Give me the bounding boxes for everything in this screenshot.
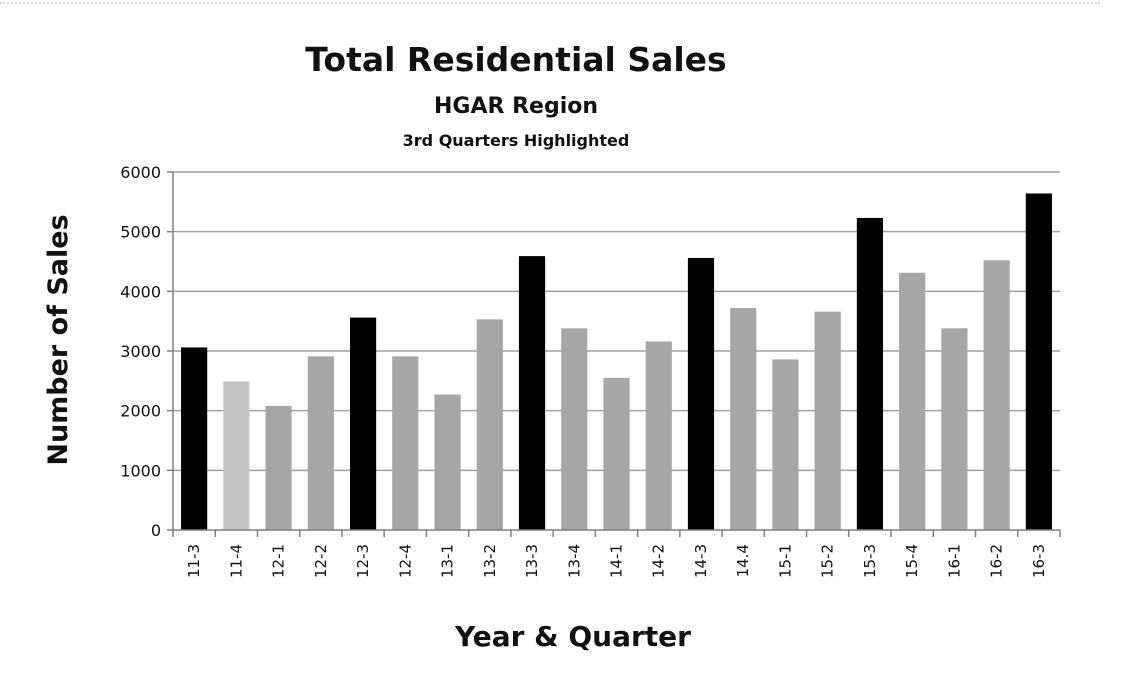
x-tick-label: 14-3 <box>692 544 710 578</box>
y-tick-label: 1000 <box>120 461 161 480</box>
x-tick-label: 12-4 <box>396 544 414 578</box>
bar-13-1 <box>434 394 461 530</box>
x-axis-label: Year & Quarter <box>454 620 691 653</box>
bar-12-4 <box>392 356 419 530</box>
chart-subtitle-highlight-note: 3rd Quarters Highlighted <box>402 131 630 150</box>
bar-16-3 <box>1025 193 1052 531</box>
y-tick-label: 2000 <box>120 402 161 421</box>
bars <box>181 193 1052 531</box>
bar-12-2 <box>307 356 334 530</box>
x-tick-label: 13-2 <box>481 544 499 578</box>
chart-subtitle: HGAR Region <box>433 94 599 119</box>
x-tick-label: 16-2 <box>988 544 1006 578</box>
x-tick-labels: 11-3 11-4 12-1 12-2 12-3 12-4 13-1 13-2 13-3 13-4… <box>185 544 1048 578</box>
bar-15-1 <box>772 359 799 530</box>
bar-14-3 <box>687 257 715 530</box>
x-tick-label: 14.4 <box>734 544 752 577</box>
bar-11-3 <box>181 347 208 530</box>
bar-14-2 <box>645 341 672 530</box>
x-tick-label: 15-3 <box>861 544 879 578</box>
x-tick-label: 14-1 <box>608 544 626 578</box>
bar-13-3 <box>518 256 546 530</box>
x-tick-label: 12-2 <box>312 544 330 578</box>
bar-14.4 <box>730 308 757 530</box>
x-tick-label: 13-1 <box>439 544 457 578</box>
x-tick-label: 11-3 <box>185 544 203 578</box>
y-tick-label: 5000 <box>120 223 161 242</box>
x-tick-label: 16-1 <box>945 544 963 578</box>
x-tick-label: 16-3 <box>1030 544 1048 578</box>
bar-13-4 <box>561 328 588 530</box>
y-tick-label: 6000 <box>120 163 161 182</box>
y-tick-label: 0 <box>151 521 161 540</box>
bar-11-4 <box>223 381 250 530</box>
x-tick-label: 11-4 <box>227 544 245 578</box>
bar-16-1 <box>941 328 968 530</box>
chart-title: Total Residential Sales <box>305 40 727 79</box>
y-tick-labels: 0 1000 2000 3000 4000 5000 6000 <box>120 163 161 540</box>
x-tick-label: 15-1 <box>776 544 794 578</box>
x-tick-label: 15-2 <box>819 544 837 578</box>
x-tick-label: 14-2 <box>650 544 668 578</box>
bar-16-2 <box>983 260 1010 530</box>
bar-12-1 <box>265 405 292 530</box>
axes <box>167 171 1061 537</box>
y-axis-label: Number of Sales <box>43 214 74 465</box>
x-tick-label: 13-4 <box>565 544 583 578</box>
bar-12-3 <box>349 317 377 530</box>
top-divider <box>0 2 1100 4</box>
bar-15-3 <box>856 217 884 530</box>
bar-15-2 <box>814 311 841 530</box>
x-tick-label: 12-3 <box>354 544 372 578</box>
x-tick-label: 13-3 <box>523 544 541 578</box>
x-tick-label: 12-1 <box>270 544 288 578</box>
bar-13-2 <box>476 319 503 530</box>
bar-15-4 <box>899 272 926 530</box>
bar-14-1 <box>603 377 630 530</box>
x-tick-label: 15-4 <box>903 544 921 578</box>
y-tick-label: 3000 <box>120 342 161 361</box>
y-tick-label: 4000 <box>120 282 161 301</box>
